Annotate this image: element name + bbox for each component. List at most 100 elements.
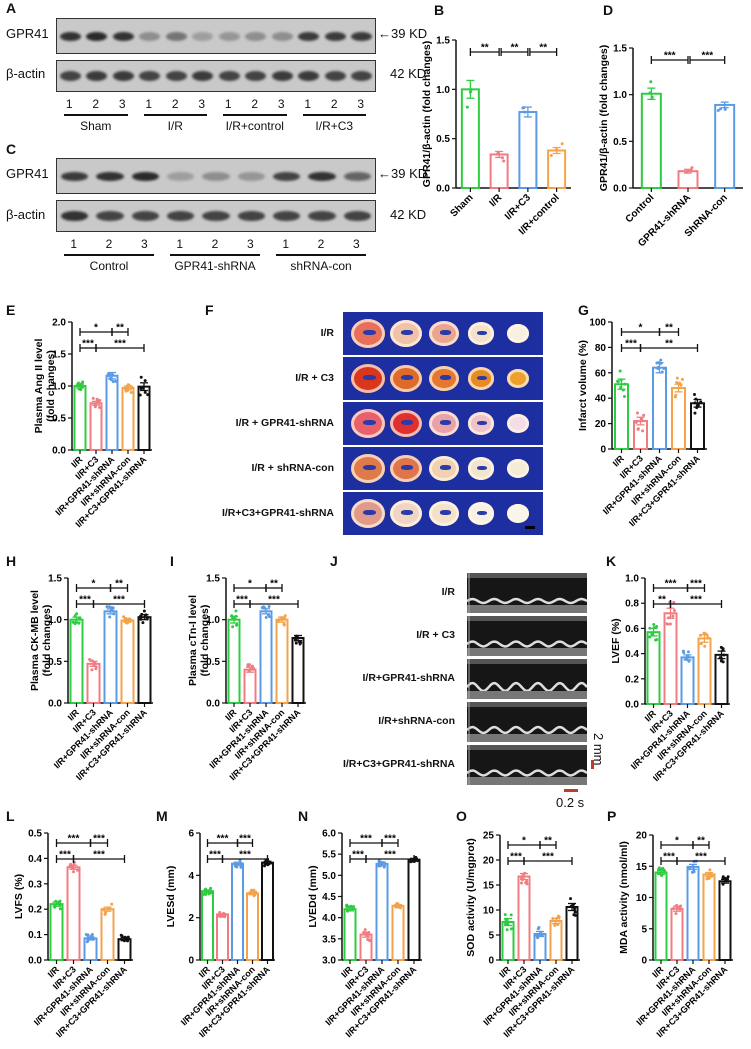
ventricle-cavity: [477, 465, 487, 470]
blot-band: [272, 171, 301, 181]
data-point: [656, 366, 660, 370]
group-label: I/R: [167, 119, 183, 133]
y-tick-label: 1.5: [436, 36, 450, 47]
y-tick-label: 0.0: [436, 184, 450, 195]
data-point: [103, 911, 107, 915]
heart-slice: [390, 319, 422, 348]
significance-label: **: [665, 339, 673, 350]
bar: [714, 103, 736, 189]
data-point: [721, 660, 725, 664]
y-tick-label: 4.0: [322, 913, 336, 924]
lane-number: 2: [251, 97, 259, 111]
y-tick-label: 80: [595, 343, 607, 354]
panel-label-d: D: [603, 2, 614, 18]
y-tick-label: 1.5: [206, 574, 220, 585]
blot-row-label-gpr41-c: GPR41: [6, 166, 49, 181]
data-point: [80, 384, 84, 388]
echo-wave: [467, 616, 587, 656]
blot-row-label-actin: β-actin: [6, 66, 46, 81]
panel-label-j: J: [330, 553, 338, 569]
y-axis-label: LVFS (%): [13, 874, 25, 919]
group-underline: [143, 114, 207, 116]
data-point: [549, 153, 553, 157]
blot-band: [59, 71, 81, 81]
ttc-row-image: [343, 312, 543, 355]
y-tick-label: 0.4: [28, 854, 42, 865]
data-point: [142, 609, 146, 613]
lane-number: 1: [304, 97, 312, 111]
bar: [137, 616, 152, 705]
data-point: [519, 881, 523, 885]
data-point: [569, 897, 573, 901]
ventricle-cavity: [401, 375, 414, 381]
group-underline: [302, 114, 366, 116]
blot-band: [131, 171, 160, 181]
data-point: [252, 888, 256, 892]
heart-slice: [390, 499, 422, 528]
bar: [259, 610, 273, 704]
data-point: [91, 396, 95, 400]
blot-band: [202, 211, 230, 221]
y-tick-label: 0.6: [625, 624, 639, 635]
bar: [359, 933, 373, 961]
lane-number: 2: [105, 237, 113, 251]
ttc-row-image: [343, 492, 543, 535]
panel-label-m: M: [156, 808, 168, 824]
blot-band: [324, 71, 346, 81]
bar: [652, 366, 667, 450]
lane-number: 3: [118, 97, 126, 111]
data-point: [665, 622, 669, 626]
x-tick-label: Control: [624, 192, 657, 225]
bar-chart-e: 0.0 0.5 1.0 1.5 2.0 Plasma Ang II level (fold …: [33, 318, 152, 529]
y-axis-label: GPR41/β-actin (fold changes): [598, 45, 610, 191]
blot-band: [112, 71, 134, 81]
lane-number: 2: [317, 237, 325, 251]
data-point: [108, 615, 112, 619]
y-tick-label: 2.0: [52, 318, 66, 329]
panel-label-a: A: [6, 0, 17, 16]
significance-label: ***: [59, 850, 71, 861]
heart-slice: [468, 322, 494, 345]
blot-band: [237, 211, 266, 221]
heart-slice: [351, 364, 385, 393]
blot-actin-a: [56, 60, 376, 92]
scale-label-horizontal: 0.2 s: [556, 795, 585, 810]
data-point: [703, 644, 707, 648]
panel-label-g: G: [578, 302, 589, 318]
significance-label: ***: [236, 595, 248, 606]
data-point: [505, 928, 509, 932]
ventricle-cavity: [439, 375, 451, 381]
bar: [246, 892, 259, 961]
y-tick-label: 0.5: [613, 137, 627, 148]
significance-label: ***: [510, 852, 522, 863]
x-tick-label: I/R: [487, 192, 504, 209]
data-point: [673, 395, 677, 399]
bar: [103, 610, 118, 704]
significance-label: *: [522, 836, 526, 847]
panel-label-f: F: [205, 302, 214, 318]
y-tick-label: 5.5: [322, 850, 336, 861]
data-point: [282, 623, 286, 627]
data-point: [98, 406, 102, 410]
significance-label: **: [481, 43, 489, 54]
bar: [201, 890, 214, 961]
data-point: [72, 870, 76, 874]
heart-slice: [351, 409, 385, 438]
bar: [549, 920, 563, 961]
y-tick-label: 15: [483, 881, 495, 892]
significance-label: **: [539, 43, 547, 54]
significance-label: **: [544, 836, 552, 847]
data-point: [641, 429, 645, 433]
bar: [275, 618, 289, 705]
echo-row-label: I/R+shRNA-con: [378, 715, 455, 727]
data-point: [138, 393, 142, 397]
data-point: [110, 902, 114, 906]
y-tick-label: 3.5: [322, 934, 336, 945]
ttc-row-label: I/R + C3: [295, 371, 334, 384]
data-point: [368, 939, 372, 943]
y-axis-label: LVEDd (mm): [307, 865, 319, 927]
data-point: [668, 622, 672, 626]
lane-number: 3: [198, 97, 206, 111]
